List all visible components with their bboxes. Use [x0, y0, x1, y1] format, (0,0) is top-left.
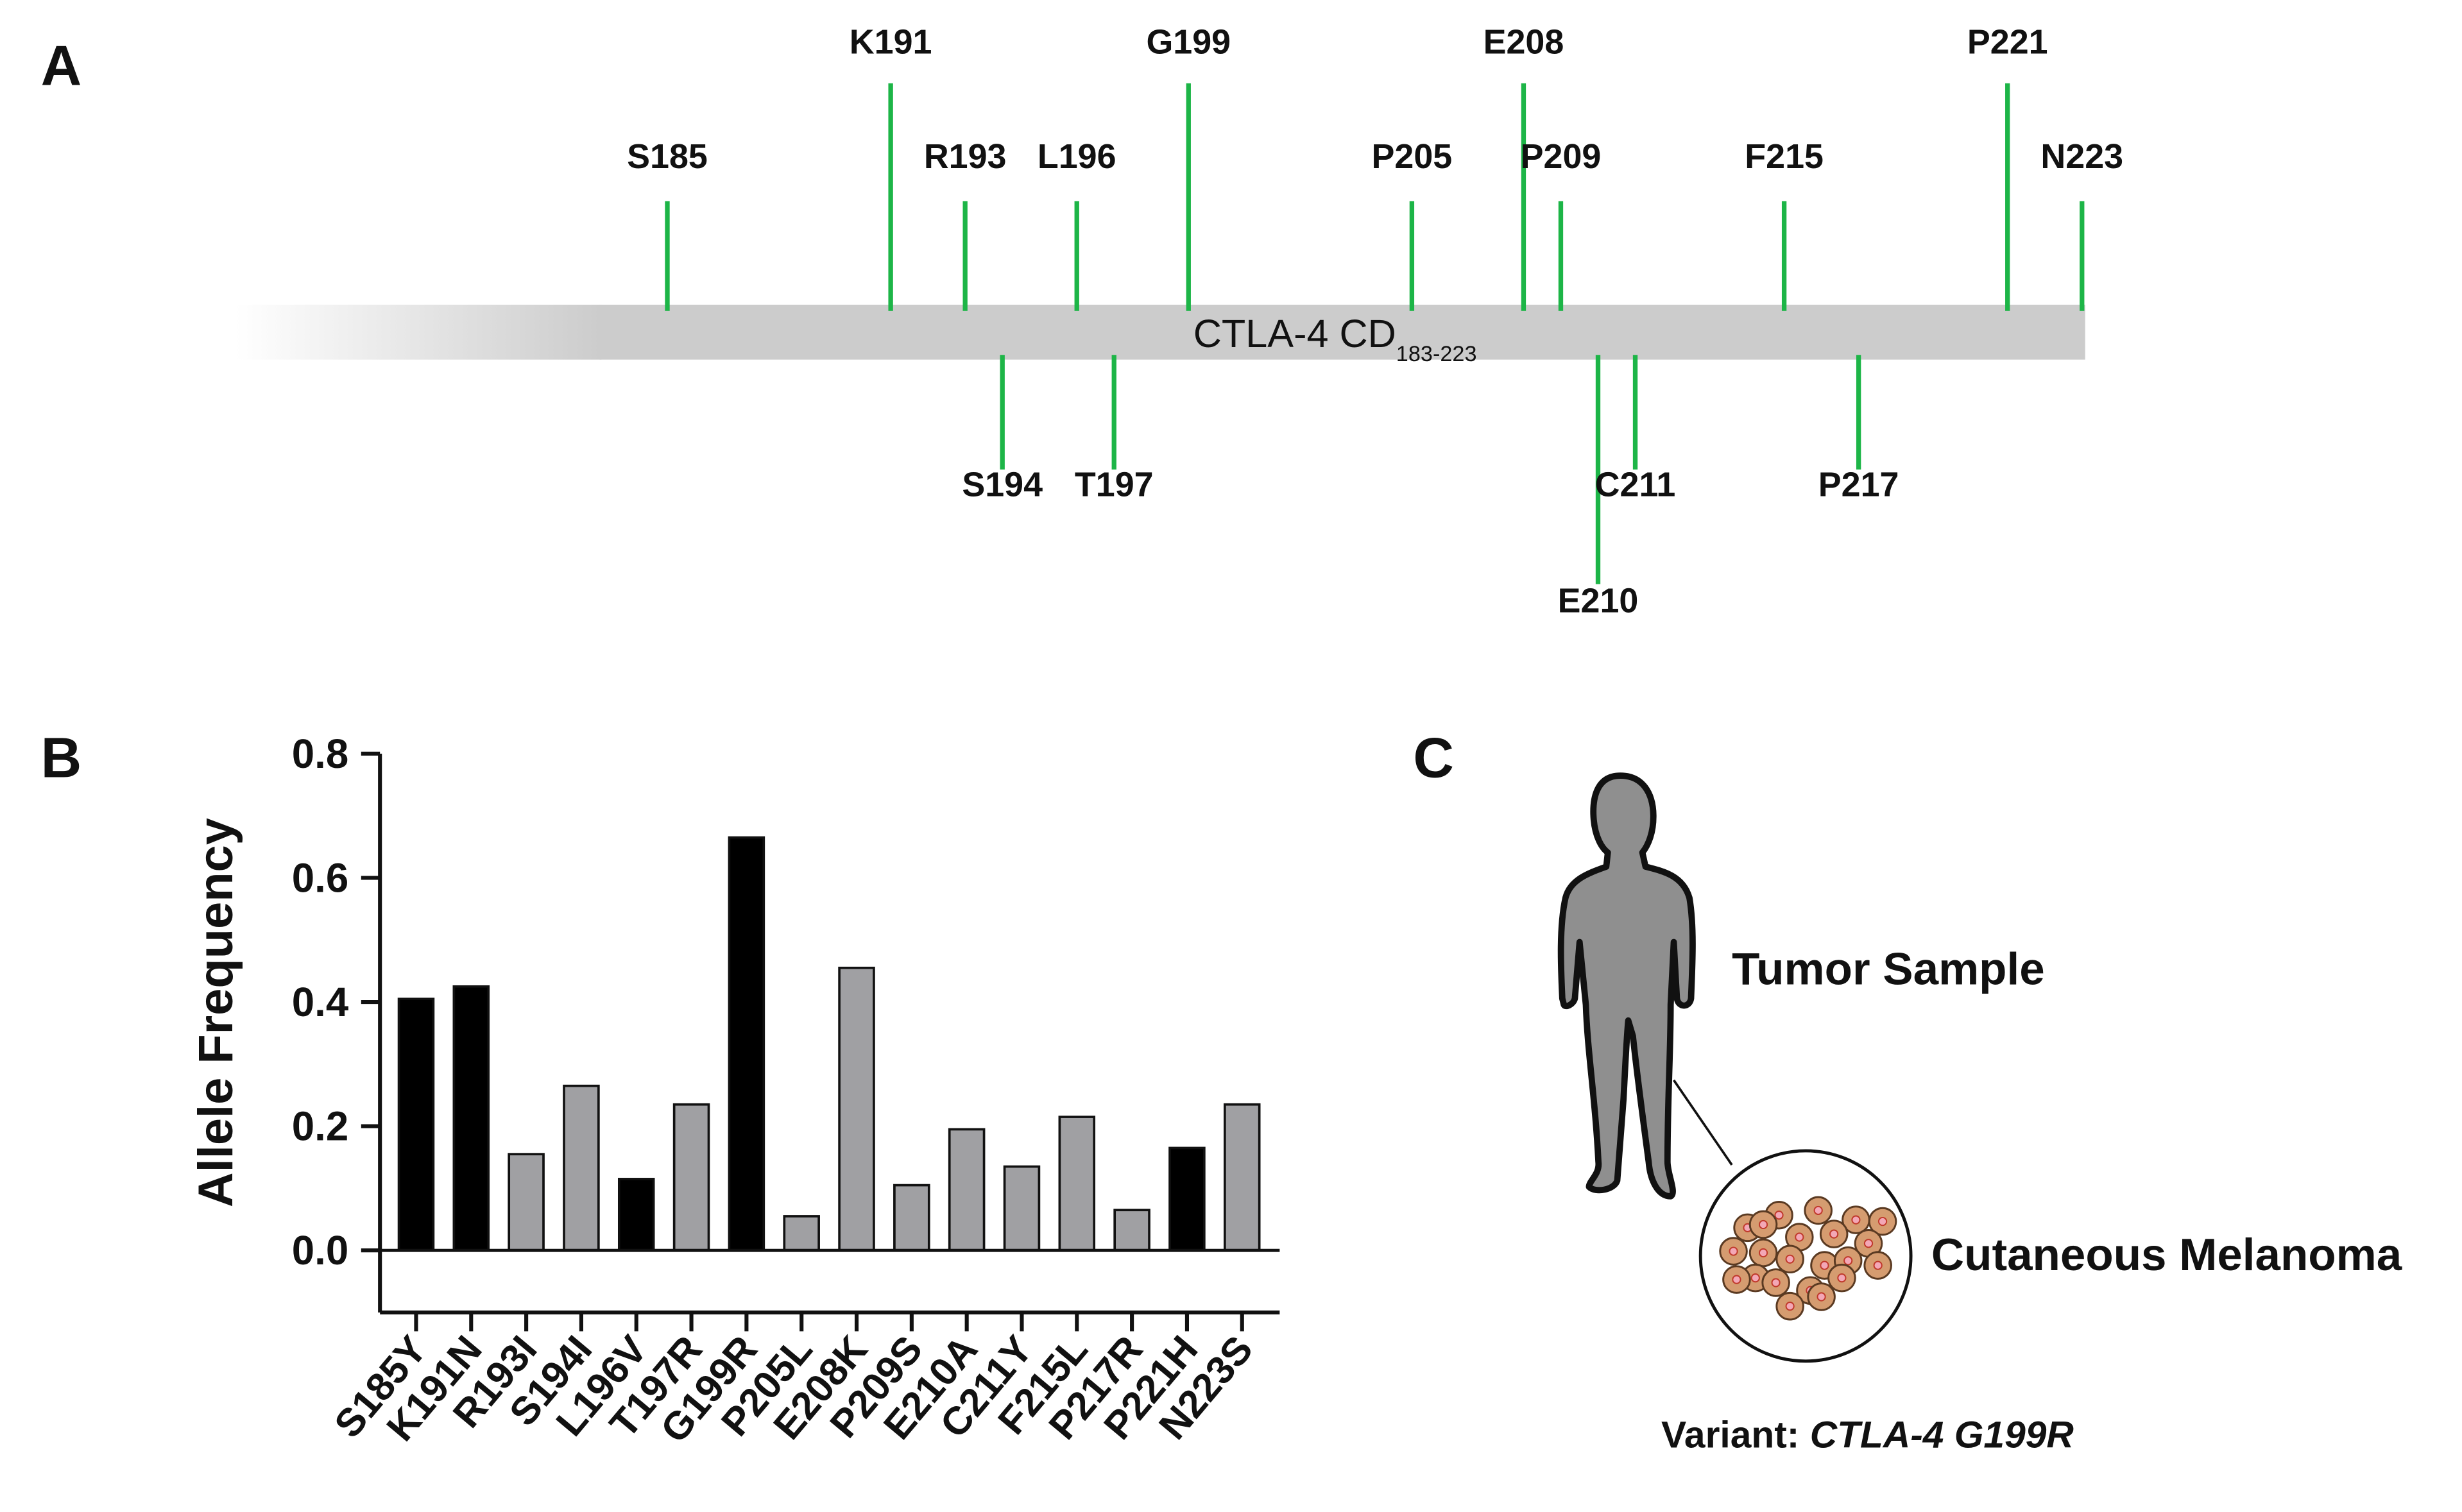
site-label: S185 [627, 137, 708, 176]
tissue-circle [1698, 1149, 1913, 1363]
site-label: P217 [1818, 466, 1899, 504]
cell-nucleus [1813, 1205, 1823, 1216]
bar [563, 1084, 600, 1252]
cell-nucleus [1758, 1248, 1768, 1258]
sample-label: Tumor Sample [1732, 944, 2045, 995]
bar [783, 1215, 820, 1252]
domain-fade [235, 304, 602, 360]
cell-nucleus [1771, 1278, 1781, 1287]
variant-label: Variant: CTLA-4 G199R [1661, 1414, 2074, 1456]
cell-nucleus [1732, 1275, 1741, 1284]
site-label: C211 [1595, 466, 1676, 504]
bar [508, 1153, 545, 1252]
panel-label: C [1413, 726, 1454, 790]
site-label: K191 [850, 22, 932, 61]
panel-label: A [41, 33, 82, 97]
domain-subscript: 183-223 [1396, 342, 1477, 366]
y-tick-label: 0.8 [292, 731, 348, 777]
bar [893, 1184, 930, 1252]
connector [1673, 1079, 1733, 1166]
bar [1223, 1103, 1261, 1252]
variant-prefix: Variant: [1661, 1414, 1810, 1456]
y-tick-label: 0.6 [292, 855, 348, 901]
bar [397, 998, 435, 1252]
cell-nucleus [1795, 1232, 1804, 1242]
cell-nucleus [1817, 1292, 1826, 1302]
cell-nucleus [1750, 1273, 1760, 1283]
site-label: S194 [962, 466, 1043, 504]
cell-nucleus [1829, 1229, 1839, 1239]
y-tick-label: 0.2 [292, 1104, 348, 1150]
human-silhouette [1557, 772, 1696, 1200]
bar [1058, 1116, 1096, 1252]
site-label: P209 [1521, 137, 1602, 176]
site-label: E210 [1558, 582, 1639, 620]
domain-name: CTLA-4 CD [1193, 312, 1396, 355]
cell-nucleus [1774, 1210, 1784, 1220]
cell-nucleus [1851, 1215, 1861, 1225]
domain-bar [599, 304, 2085, 360]
site-label: L196 [1038, 137, 1116, 176]
bar [1003, 1165, 1041, 1252]
site-label: P221 [1967, 22, 2048, 61]
bar [1168, 1146, 1206, 1252]
y-tick-label: 0.4 [292, 980, 349, 1025]
bar [617, 1178, 655, 1252]
bar [948, 1128, 986, 1252]
cell-nucleus [1863, 1239, 1874, 1248]
cell-nucleus [1785, 1254, 1795, 1264]
cell-nucleus [1873, 1261, 1883, 1270]
site-label: N223 [2040, 137, 2123, 176]
domain-label: CTLA-4 CD183-223 [1193, 312, 1477, 366]
cell-nucleus [1837, 1273, 1847, 1283]
panel-label: B [41, 726, 82, 790]
y-axis-label: Allele Frequency [189, 818, 243, 1207]
cell-nucleus [1758, 1219, 1768, 1230]
cell-nucleus [1729, 1246, 1738, 1256]
bar [452, 985, 490, 1252]
site-label: T197 [1075, 466, 1154, 504]
bar [672, 1103, 710, 1252]
site-label: E208 [1483, 22, 1564, 61]
cell-nucleus [1877, 1216, 1888, 1227]
tissue-label: Cutaneous Melanoma [1931, 1230, 2402, 1280]
site-label: F215 [1745, 137, 1824, 176]
cell-nucleus [1785, 1302, 1795, 1311]
site-label: P205 [1372, 137, 1453, 176]
sites: S185 K191 R193 S194 L196 T197 G199 P205 E208 P209… [627, 22, 2123, 620]
cell-nucleus [1820, 1261, 1829, 1270]
bar [838, 966, 875, 1252]
site-label: R193 [924, 137, 1007, 176]
site-label: G199 [1146, 22, 1231, 61]
cells [1719, 1196, 1897, 1321]
bar [1113, 1209, 1150, 1252]
bar [728, 836, 765, 1252]
y-tick-label: 0.0 [292, 1228, 348, 1273]
cell-nucleus [1843, 1256, 1853, 1266]
variant-name: CTLA-4 G199R [1810, 1414, 2074, 1456]
